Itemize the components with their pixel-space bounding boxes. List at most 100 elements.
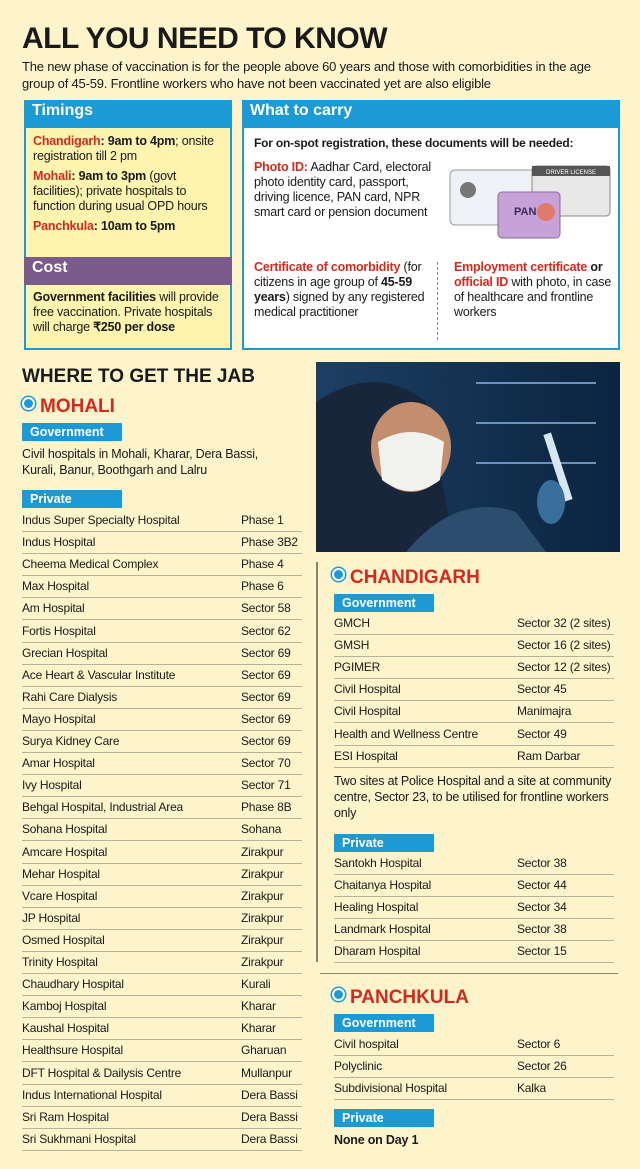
hospital-location: Zirakpur bbox=[241, 844, 284, 859]
card-photo bbox=[537, 203, 555, 221]
timing-item: Panchkula: 10am to 5pm bbox=[33, 219, 228, 234]
hospital-name: Sri Ram Hospital bbox=[22, 1109, 109, 1124]
hospital-name: Santokh Hospital bbox=[334, 856, 422, 870]
timing-place: Panchkula bbox=[33, 219, 94, 233]
hospital-location: Sector 69 bbox=[241, 734, 291, 748]
photo-detail bbox=[476, 422, 596, 424]
hospital-name: Cheema Medical Complex bbox=[22, 557, 159, 572]
timings-list: Chandigarh: 9am to 4pm; onsite registrat… bbox=[33, 134, 228, 239]
hospital-location: Sector 70 bbox=[241, 756, 291, 771]
cost-heading: Cost bbox=[24, 257, 232, 285]
hospital-name: PGIMER bbox=[334, 660, 381, 675]
hospital-location: Zirakpur bbox=[241, 932, 284, 947]
photo-id-label: Photo ID: bbox=[254, 160, 308, 174]
hospital-location: Phase 1 bbox=[241, 513, 284, 527]
hospital-name: Subdivisional Hospital bbox=[334, 1081, 447, 1096]
cost-part: Government facilities bbox=[33, 290, 156, 304]
hospital-location: Dera Bassi bbox=[241, 1087, 298, 1102]
list-row: Mayo Hospital Sector 69 bbox=[22, 709, 302, 731]
list-row: Santokh Hospital Sector 38 bbox=[334, 853, 614, 876]
hospital-name: Rahi Care Dialysis bbox=[22, 689, 118, 704]
hospital-name: Kaushal Hospital bbox=[22, 1021, 109, 1036]
list-row: Fortis Hospital Sector 62 bbox=[22, 621, 302, 643]
hospital-name: Indus International Hospital bbox=[22, 1087, 162, 1102]
hospital-name: Osmed Hospital bbox=[22, 932, 105, 947]
timing-hours: : 9am to 4pm bbox=[100, 134, 176, 148]
bullet bbox=[22, 397, 35, 410]
comorbidity-text: ) signed by any registered medical pract… bbox=[254, 290, 425, 319]
divider bbox=[437, 262, 438, 340]
hospital-location: Kharar bbox=[241, 1021, 276, 1036]
list-row: Vcare Hospital Zirakpur bbox=[22, 886, 302, 908]
hospital-name: Behgal Hospital, Industrial Area bbox=[22, 800, 184, 815]
hospital-name: Mehar Hospital bbox=[22, 866, 100, 881]
cost-part: will provide free vaccination. Private h… bbox=[33, 290, 219, 334]
comorbidity-text: (for citizens in age group of bbox=[254, 260, 422, 289]
timings-heading: Timings bbox=[24, 100, 232, 128]
section-divider bbox=[320, 973, 618, 974]
list-row: Kaushal Hospital Kharar bbox=[22, 1018, 302, 1041]
card-label: PAN bbox=[514, 206, 536, 218]
photo-id-text: Aadhar Card, electoral photo identity ca… bbox=[254, 160, 432, 219]
hospital-location: Sector 45 bbox=[517, 682, 567, 697]
hospital-location: Zirakpur bbox=[241, 866, 284, 881]
id-cards-illustration: DRIVER LICENSE PAN bbox=[449, 165, 611, 239]
employment-label: Employment certificate bbox=[454, 260, 588, 274]
right-divider bbox=[316, 562, 622, 962]
city-name: CHANDIGARH bbox=[350, 567, 480, 588]
section-tag: Government bbox=[334, 1014, 434, 1032]
list-row: Trinity Hospital Zirakpur bbox=[22, 952, 302, 975]
timing-note: (govt facilities); private hospitals to … bbox=[33, 169, 208, 213]
hospital-location: Sector 69 bbox=[241, 711, 291, 726]
list-row: Kamboj Hospital Kharar bbox=[22, 996, 302, 1019]
comorbidity: Certificate of comorbidity (for citizens… bbox=[254, 260, 429, 320]
hospital-location: Sector 34 bbox=[517, 900, 567, 915]
list-row: Civil Hospital Sector 45 bbox=[334, 679, 614, 702]
list-row: Sri Ram Hospital Dera Bassi bbox=[22, 1107, 302, 1129]
card-band bbox=[532, 166, 610, 176]
hospital-location: Sector 71 bbox=[241, 778, 291, 793]
list-row: Rahi Care Dialysis Sector 69 bbox=[22, 687, 302, 709]
hospital-location: Sector 49 bbox=[517, 726, 567, 741]
photo-gown bbox=[406, 507, 546, 552]
timing-place: Mohali bbox=[33, 169, 72, 183]
city-name: PANCHKULA bbox=[350, 987, 469, 1008]
list-row: Civil Hospital Manimajra bbox=[334, 701, 614, 724]
employment: Employment certificate or official ID wi… bbox=[454, 260, 614, 320]
photo-detail bbox=[476, 462, 596, 464]
list-row: Osmed Hospital Zirakpur bbox=[22, 930, 302, 952]
hospital-location: Sector 6 bbox=[517, 1037, 561, 1051]
list-row: Indus International Hospital Dera Bassi bbox=[22, 1085, 302, 1107]
hospital-location: Phase 3B2 bbox=[241, 535, 298, 550]
hospital-name: Am Hospital bbox=[22, 601, 85, 616]
list-row: Indus Super Specialty Hospital Phase 1 bbox=[22, 510, 302, 533]
bullet bbox=[332, 568, 345, 581]
panchkula-private-note: None on Day 1 bbox=[334, 1133, 419, 1147]
list-row: JP Hospital Zirakpur bbox=[22, 908, 302, 930]
hospital-name: Amcare Hospital bbox=[22, 844, 108, 859]
hospital-name: Kamboj Hospital bbox=[22, 999, 107, 1014]
hospital-name: Surya Kidney Care bbox=[22, 734, 120, 748]
hospital-name: Civil hospital bbox=[334, 1037, 399, 1051]
card-label: DRIVER LICENSE bbox=[546, 170, 596, 176]
list-row: Am Hospital Sector 58 bbox=[22, 598, 302, 621]
list-row: PGIMER Sector 12 (2 sites) bbox=[334, 657, 614, 680]
employment-text: with photo, in case of healthcare and fr… bbox=[454, 275, 612, 319]
hospital-location: Kurali bbox=[241, 977, 271, 992]
hospital-location: Phase 6 bbox=[241, 579, 284, 594]
hospital-name: Indus Super Specialty Hospital bbox=[22, 513, 180, 527]
list-row: Health and Wellness Centre Sector 49 bbox=[334, 724, 614, 746]
hospital-name: Indus Hospital bbox=[22, 535, 96, 550]
hospital-name: Health and Wellness Centre bbox=[334, 726, 478, 741]
hospital-location: Sector 69 bbox=[241, 645, 291, 660]
hospital-name: Healthsure Hospital bbox=[22, 1043, 123, 1058]
employment-text: or bbox=[587, 260, 603, 274]
intro: The new phase of vaccination is for the … bbox=[22, 59, 591, 91]
hospital-location: Mullanpur bbox=[241, 1065, 292, 1080]
section-tag: Government bbox=[22, 423, 122, 441]
list-row: Mehar Hospital Zirakpur bbox=[22, 864, 302, 886]
list-row: Sohana Hospital Sohana bbox=[22, 819, 302, 842]
carry-lead: For on-spot registration, these document… bbox=[254, 136, 574, 150]
jab-heading: WHERE TO GET THE JAB bbox=[22, 366, 255, 387]
